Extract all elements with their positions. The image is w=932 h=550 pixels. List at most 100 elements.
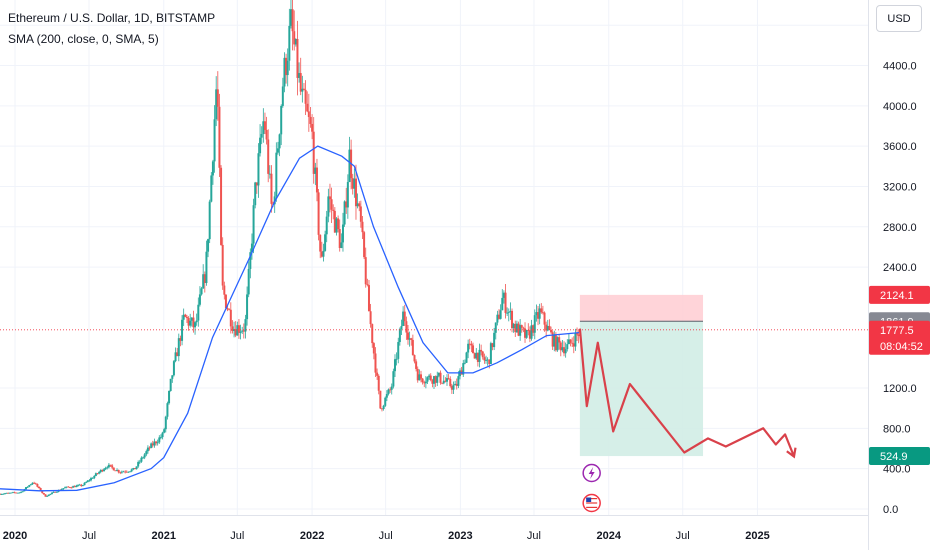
price-label: 2124.1 <box>869 285 930 304</box>
candle <box>229 302 232 334</box>
candle <box>354 164 357 220</box>
take-profit-zone[interactable] <box>579 321 704 457</box>
candle <box>455 378 458 390</box>
candle-body <box>473 353 476 359</box>
candle-body <box>545 324 548 331</box>
candle-body <box>254 182 257 206</box>
y-tick-label: 4000.0 <box>883 101 917 113</box>
candle <box>324 230 327 252</box>
candle <box>34 482 37 485</box>
candle <box>49 493 52 496</box>
candle-body <box>491 343 494 348</box>
candle <box>138 459 141 465</box>
candle <box>143 452 146 460</box>
price-label-text: 524.9 <box>880 451 908 463</box>
candle <box>280 104 283 146</box>
candle-body <box>8 492 11 494</box>
candle <box>260 126 263 145</box>
candle-body <box>397 342 400 359</box>
candle <box>286 48 289 87</box>
candle-body <box>406 332 409 340</box>
y-tick-label: 3200.0 <box>883 181 917 193</box>
candle <box>99 469 102 474</box>
candle-body <box>385 394 388 398</box>
candle <box>140 456 143 463</box>
candle-body <box>374 353 377 373</box>
candle <box>397 337 400 364</box>
candle <box>564 342 567 358</box>
indicator-legend[interactable]: SMA (200, close, 0, SMA, 5) <box>8 32 159 46</box>
candle-body <box>528 330 531 339</box>
candle-body <box>327 196 330 217</box>
candle <box>12 491 15 494</box>
y-tick-label: 2800.0 <box>883 222 917 234</box>
candle <box>478 343 481 368</box>
candle <box>117 469 120 474</box>
candle <box>276 141 279 155</box>
candle <box>379 390 382 410</box>
candle-body <box>488 359 491 364</box>
candle-body <box>465 352 468 363</box>
candle-body <box>481 351 484 358</box>
candle <box>0 493 3 495</box>
candle <box>576 327 579 342</box>
candle <box>433 375 435 390</box>
us-flag-icon[interactable] <box>582 493 601 513</box>
candle-body <box>333 210 336 233</box>
candle <box>146 445 149 454</box>
candle-body <box>400 325 403 329</box>
candle-body <box>260 133 263 138</box>
candle <box>385 390 388 402</box>
candle <box>130 468 133 473</box>
candle-body <box>569 339 572 343</box>
price-axis[interactable]: 4800.04400.04000.03600.03200.02800.02400… <box>868 0 932 550</box>
candle <box>514 320 517 337</box>
candle-body <box>550 329 553 333</box>
candle <box>561 340 564 353</box>
candle-body <box>554 335 557 351</box>
candle-body <box>332 209 335 211</box>
x-tick-label: Jul <box>379 530 393 542</box>
stop-loss-zone[interactable] <box>579 294 704 322</box>
candle-body <box>187 318 190 326</box>
position-zones[interactable] <box>579 294 704 457</box>
candle-body <box>494 322 497 333</box>
candle <box>476 352 479 367</box>
candle <box>169 378 172 392</box>
candle-body <box>114 470 117 472</box>
candle <box>406 324 409 345</box>
candle <box>187 316 190 331</box>
currency-button[interactable]: USD <box>876 5 922 32</box>
candle-body <box>433 376 435 384</box>
candle <box>392 368 395 389</box>
candle-body <box>280 105 283 135</box>
candle-body <box>380 408 383 410</box>
candle <box>176 347 179 357</box>
candle-body <box>363 232 366 258</box>
projection-path[interactable] <box>578 328 796 457</box>
candle <box>543 311 546 332</box>
candle <box>530 319 533 341</box>
time-axis[interactable]: 2020 Jul 2021 Jul 2022 Jul 2023 Jul 2024 Jul 2025 <box>0 515 868 543</box>
candle-body <box>190 317 193 321</box>
candle <box>228 308 231 311</box>
candle-body <box>441 382 444 384</box>
candle <box>499 304 502 320</box>
candle <box>159 434 162 440</box>
candle-body <box>0 493 1 495</box>
candle <box>356 193 359 209</box>
candle <box>26 486 29 489</box>
candle-body <box>436 375 439 383</box>
candle <box>90 476 93 482</box>
candle-body <box>398 328 401 343</box>
lightning-icon[interactable] <box>582 463 601 483</box>
candle <box>569 339 572 347</box>
candle <box>395 352 398 366</box>
candle-body <box>25 487 28 490</box>
candle-body <box>64 487 67 489</box>
candle-body <box>55 491 58 493</box>
candle <box>428 373 431 380</box>
event-markers[interactable] <box>582 463 601 513</box>
flag-canton <box>586 497 592 502</box>
